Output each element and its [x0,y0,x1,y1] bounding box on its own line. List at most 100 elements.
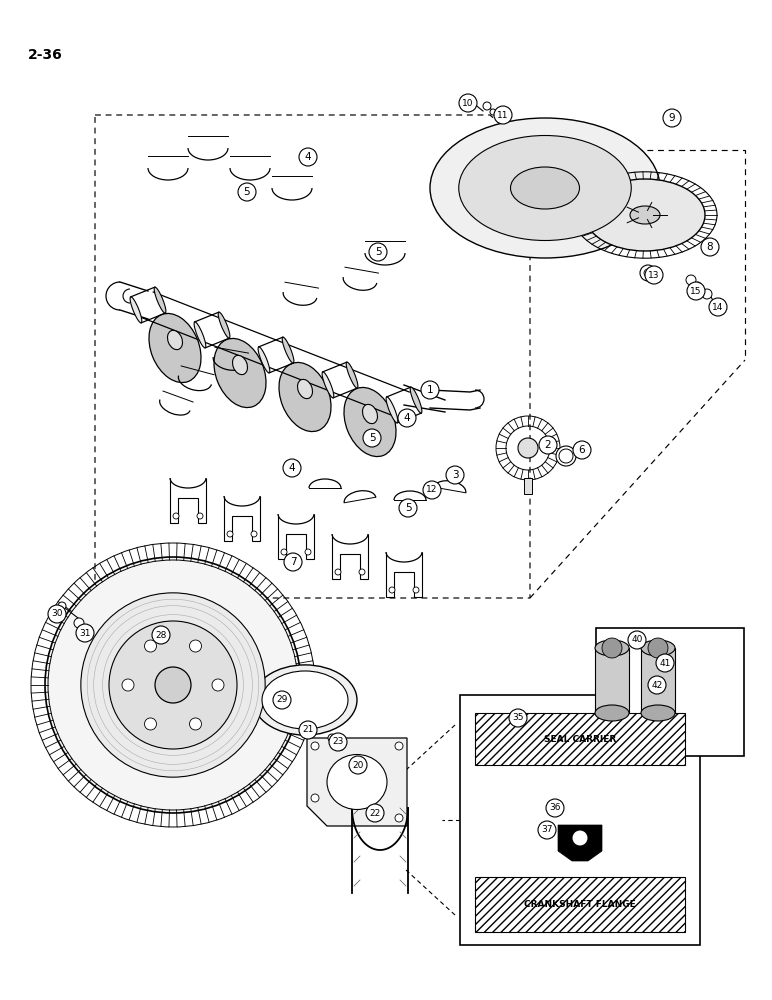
Circle shape [395,742,403,750]
Text: 4: 4 [305,152,311,162]
Circle shape [483,102,491,110]
Text: 37: 37 [541,826,553,834]
Circle shape [48,605,66,623]
Circle shape [421,381,439,399]
Circle shape [509,709,527,727]
Circle shape [284,553,302,571]
Text: CRANKSHAFT FLANGE: CRANKSHAFT FLANGE [524,900,636,909]
Circle shape [446,466,464,484]
Circle shape [144,640,157,652]
Ellipse shape [510,167,580,209]
Text: 41: 41 [659,658,671,668]
Text: 2-36: 2-36 [28,48,63,62]
Text: 13: 13 [648,270,660,279]
Circle shape [45,557,301,813]
Ellipse shape [595,640,629,656]
Circle shape [329,733,347,751]
Circle shape [648,676,666,694]
Ellipse shape [297,379,313,399]
Circle shape [251,531,257,537]
Text: 22: 22 [369,808,381,818]
Circle shape [399,499,417,517]
Circle shape [645,266,663,284]
Ellipse shape [253,665,357,735]
Bar [595,648,629,713]
Ellipse shape [194,322,206,348]
Circle shape [299,148,317,166]
Text: 3: 3 [452,470,459,480]
Circle shape [628,631,646,649]
Circle shape [122,679,134,691]
Circle shape [423,481,441,499]
Circle shape [538,821,556,839]
Text: 5: 5 [405,503,411,513]
Text: 42: 42 [652,680,662,690]
Circle shape [573,441,591,459]
Text: 6: 6 [579,445,585,455]
Circle shape [369,243,387,261]
Circle shape [556,446,576,466]
Ellipse shape [430,118,660,258]
Ellipse shape [346,362,358,388]
Circle shape [398,409,416,427]
Text: 15: 15 [690,286,702,296]
Circle shape [363,429,381,447]
Bar [596,628,744,756]
Text: 5: 5 [244,187,250,197]
Circle shape [663,109,681,127]
Text: 21: 21 [303,726,313,734]
Circle shape [76,624,94,642]
Circle shape [687,282,705,300]
Ellipse shape [410,387,422,413]
Circle shape [648,638,668,658]
Circle shape [413,587,419,593]
Circle shape [395,814,403,822]
Circle shape [189,718,201,730]
Bar [475,713,685,765]
Text: 40: 40 [631,636,642,645]
Ellipse shape [283,337,294,363]
Text: 29: 29 [276,696,288,704]
Text: 20: 20 [352,760,364,770]
Circle shape [58,602,66,610]
Circle shape [335,569,341,575]
Circle shape [349,756,367,774]
Circle shape [389,587,395,593]
Polygon shape [558,825,602,861]
Ellipse shape [322,372,334,398]
Ellipse shape [214,338,266,408]
Circle shape [74,618,84,628]
Circle shape [686,275,696,285]
Text: 28: 28 [155,631,167,640]
Circle shape [359,569,365,575]
Circle shape [81,593,265,777]
Text: 14: 14 [713,302,723,312]
Text: 8: 8 [706,242,713,252]
Circle shape [227,531,233,537]
Ellipse shape [258,347,269,373]
Bar [475,877,685,932]
Circle shape [311,742,319,750]
Circle shape [366,804,384,822]
Circle shape [709,298,727,316]
Circle shape [695,282,701,288]
Bar [460,695,700,945]
Text: 36: 36 [549,804,560,812]
Circle shape [490,109,496,115]
Text: 4: 4 [289,463,296,473]
Ellipse shape [149,313,201,383]
Circle shape [494,106,512,124]
Circle shape [109,621,237,749]
Circle shape [572,830,588,846]
Circle shape [656,654,674,672]
Ellipse shape [262,671,348,729]
Text: SEAL CARRIER: SEAL CARRIER [544,734,616,744]
Circle shape [644,269,652,277]
Circle shape [152,626,170,644]
Circle shape [281,549,287,555]
Circle shape [702,289,712,299]
Circle shape [701,238,719,256]
Text: 23: 23 [332,738,344,746]
Circle shape [467,99,473,105]
Ellipse shape [344,387,396,457]
